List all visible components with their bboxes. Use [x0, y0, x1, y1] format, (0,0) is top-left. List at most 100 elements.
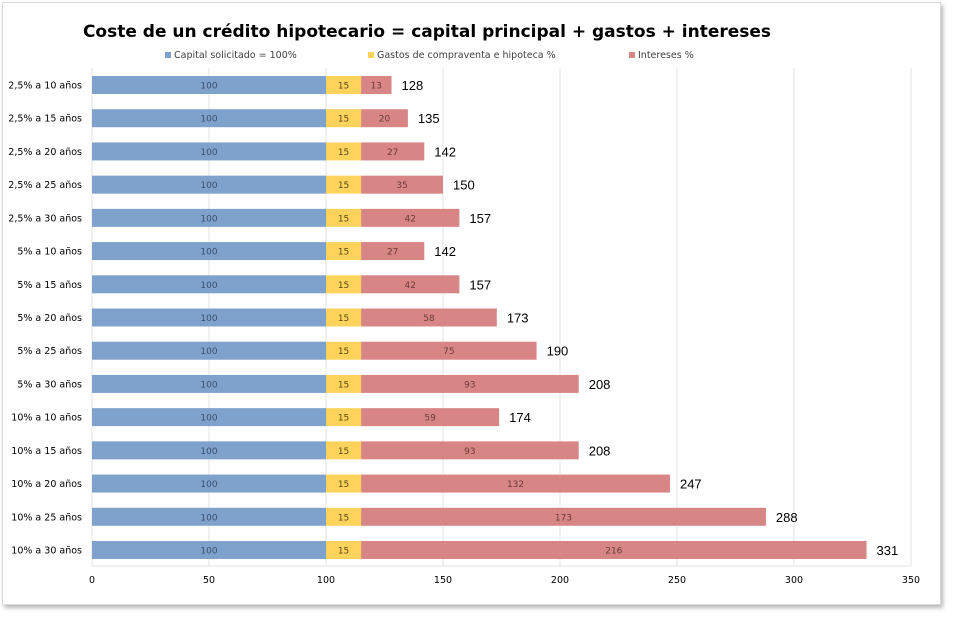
bar-segment-0: [92, 408, 326, 427]
segment-value-label: 42: [405, 214, 416, 224]
segment-value-label: 75: [443, 347, 454, 357]
bar-segment-2: [361, 76, 392, 94]
bar-segment-2: [361, 109, 408, 128]
segment-value-label: 15: [338, 513, 349, 523]
total-value-label: 190: [547, 344, 569, 359]
segment-value-label: 100: [200, 547, 217, 557]
segment-value-label: 100: [200, 148, 217, 158]
category-label: 10% a 25 años: [11, 512, 82, 523]
segment-value-label: 15: [338, 214, 349, 224]
total-value-label: 208: [589, 377, 611, 392]
x-tick-label: 200: [551, 575, 569, 586]
legend-label-1: Gastos de compraventa e hipoteca %: [377, 50, 556, 61]
segment-value-label: 100: [200, 214, 217, 224]
segment-value-label: 100: [200, 314, 217, 324]
bar-segment-0: [92, 441, 326, 460]
category-label: 5% a 30 años: [17, 379, 82, 390]
bar-segment-2: [361, 242, 425, 261]
chart-title: Coste de un crédito hipotecario = capita…: [83, 22, 771, 42]
bar-segment-2: [361, 208, 460, 227]
segment-value-label: 173: [555, 513, 572, 523]
bar-segment-1: [326, 474, 362, 493]
segment-value-label: 27: [387, 148, 398, 158]
total-value-label: 157: [469, 211, 491, 226]
segment-value-label: 100: [200, 414, 217, 424]
segment-value-label: 100: [200, 480, 217, 490]
bar-segment-1: [326, 208, 362, 227]
bar-segment-1: [326, 507, 362, 526]
chart-frame: Coste de un crédito hipotecario = capita…: [2, 2, 941, 605]
bar-segment-2: [361, 142, 425, 161]
bar-segment-2: [361, 541, 867, 559]
category-label: 2,5% a 20 años: [8, 147, 82, 158]
total-value-label: 142: [434, 244, 456, 259]
category-label: 2,5% a 10 años: [8, 81, 82, 92]
segment-value-label: 15: [338, 181, 349, 191]
segment-value-label: 15: [338, 447, 349, 457]
bars: 100 15 13 128 100 15 20 135 100 15 27 142 100 15 35 150…: [92, 76, 898, 559]
category-label: 5% a 10 años: [17, 247, 82, 258]
category-label: 5% a 25 años: [17, 346, 82, 357]
category-label: 2,5% a 25 años: [8, 180, 82, 191]
bar-segment-1: [326, 242, 362, 261]
total-value-label: 247: [680, 477, 702, 492]
bar-segment-1: [326, 175, 362, 194]
total-value-label: 135: [418, 111, 440, 126]
category-label: 10% a 15 años: [11, 446, 82, 457]
bar-segment-2: [361, 374, 579, 393]
bar-segment-0: [92, 208, 326, 227]
bar-segment-2: [361, 474, 670, 493]
segment-value-label: 20: [379, 115, 391, 125]
x-tick-label: 0: [89, 575, 95, 586]
x-tick-label: 150: [434, 575, 452, 586]
x-tick-label: 250: [668, 575, 686, 586]
segment-value-label: 132: [507, 480, 524, 490]
total-value-label: 142: [434, 144, 456, 159]
bar-segment-1: [326, 541, 362, 559]
segment-value-label: 58: [423, 314, 435, 324]
segment-value-label: 93: [464, 380, 475, 390]
legend-marker-2: [629, 52, 635, 58]
segment-value-label: 216: [605, 547, 622, 557]
bar-segment-0: [92, 275, 326, 294]
bar-segment-2: [361, 341, 537, 360]
legend-label-0: Capital solicitado = 100%: [174, 50, 297, 61]
legend-label-2: Intereses %: [638, 50, 694, 61]
segment-value-label: 93: [464, 447, 475, 457]
segment-value-label: 27: [387, 248, 398, 258]
segment-value-label: 15: [338, 347, 349, 357]
segment-value-label: 100: [200, 281, 217, 291]
segment-value-label: 100: [200, 513, 217, 523]
segment-value-label: 15: [338, 148, 349, 158]
total-value-label: 128: [402, 78, 424, 93]
total-value-label: 150: [453, 178, 475, 193]
category-label: 10% a 30 años: [11, 546, 82, 557]
segment-value-label: 15: [338, 414, 349, 424]
bar-segment-0: [92, 242, 326, 261]
bar-segment-2: [361, 408, 500, 427]
segment-value-label: 15: [338, 480, 349, 490]
segment-value-label: 100: [200, 82, 217, 92]
total-value-label: 331: [877, 543, 899, 558]
category-label: 5% a 15 años: [17, 280, 82, 291]
bar-segment-2: [361, 507, 766, 526]
segment-value-label: 15: [338, 115, 349, 125]
segment-value-label: 35: [396, 181, 407, 191]
category-labels: 2,5% a 10 años 2,5% a 15 años 2,5% a 20 añ…: [8, 81, 82, 557]
bar-segment-0: [92, 541, 326, 559]
bar-segment-1: [326, 76, 362, 94]
bar-segment-1: [326, 142, 362, 161]
bar-segment-1: [326, 341, 362, 360]
x-tick-label: 300: [785, 575, 803, 586]
bar-segment-0: [92, 341, 326, 360]
legend-marker-1: [368, 52, 374, 58]
segment-value-label: 100: [200, 447, 217, 457]
x-tick-label: 350: [902, 575, 920, 586]
category-label: 2,5% a 30 años: [8, 213, 82, 224]
bar-segment-1: [326, 109, 362, 128]
segment-value-label: 42: [405, 281, 416, 291]
segment-value-label: 59: [424, 414, 436, 424]
bar-segment-0: [92, 76, 326, 94]
segment-value-label: 100: [200, 115, 217, 125]
segment-value-label: 100: [200, 181, 217, 191]
